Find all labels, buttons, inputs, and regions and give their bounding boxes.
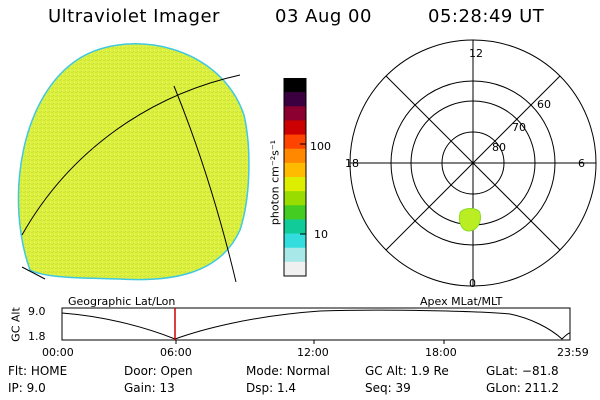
time-label: 05:28:49 UT [428,6,545,27]
info-ip-label: IP: [8,381,23,395]
altitude-ytick-high: 9.0 [28,305,46,318]
info-door-label: Door: [124,364,157,378]
colorbar-tick-100: 100 [310,140,331,153]
xtick-1200: 12:00 [297,346,329,359]
colorbar-tick-10: 10 [314,228,328,241]
lat-label-70: 70 [512,121,526,134]
colorbar-cell [284,120,306,136]
mlt-label-6: 6 [578,157,585,170]
colorbar-cell [284,92,306,107]
mlt-label-0: 0 [469,277,476,290]
info-glon-value: 211.2 [524,381,559,395]
info-ip: IP: 9.0 [8,381,46,395]
apex-title: Apex MLat/MLT [420,295,503,308]
xtick-0600: 06:00 [160,346,192,359]
info-ip-value: 9.0 [26,381,46,395]
info-seq-label: Seq: [365,381,392,395]
info-glat-label: GLat: [486,364,519,378]
info-glat: GLat: −81.8 [486,364,559,378]
colorbar-cell [284,205,306,220]
info-glon: GLon: 211.2 [486,381,559,395]
info-dsp-label: Dsp: [246,381,274,395]
colorbar-cell [284,219,306,235]
colorbar-cell [284,191,306,206]
date-label: 03 Aug 00 [275,6,372,27]
info-gc-alt: GC Alt: 1.9 Re [365,364,449,378]
info-dsp-value: 1.4 [276,381,297,395]
auroral-blob [458,208,481,232]
geographic-title: Geographic Lat/Lon [68,295,176,308]
altitude-curve [61,309,571,340]
info-gc-alt-value: 1.9 Re [410,364,449,378]
info-door-value: Open [160,364,193,378]
latitude-line [21,74,241,236]
colorbar-cell [284,162,306,178]
mlt-label-18: 18 [345,157,359,170]
image-disk [17,43,250,281]
info-flight-value: HOME [30,364,68,378]
info-seq-value: 39 [395,381,411,395]
lat-label-80: 80 [492,141,506,154]
xtick-1800: 18:00 [425,346,457,359]
latitude-line-2 [21,266,46,280]
colorbar-cell [284,78,306,93]
colorbar-cell [284,261,306,277]
colorbar [283,78,307,277]
info-dsp: Dsp: 1.4 [246,381,296,395]
info-seq: Seq: 39 [365,381,411,395]
info-gc-alt-label: GC Alt: [365,364,407,378]
info-mode: Mode: Normal [246,364,330,378]
lat-label-60: 60 [537,98,551,111]
colorbar-cell [284,247,306,263]
info-gain: Gain: 13 [124,381,175,395]
mlt-label-12: 12 [469,47,483,60]
info-flight: Flt: HOME [8,364,67,378]
info-mode-label: Mode: [246,364,283,378]
colorbar-cell [284,134,306,150]
info-gain-value: 13 [159,381,175,395]
info-glat-value: −81.8 [521,364,559,378]
info-flight-label: Flt: [8,364,27,378]
colorbar-cell [284,106,306,121]
altitude-ytick-low: 1.8 [28,330,46,343]
info-gain-label: Gain: [124,381,156,395]
app-title: Ultraviolet Imager [48,6,220,27]
info-door: Door: Open [124,364,193,378]
info-glon-label: GLon: [486,381,521,395]
longitude-line [173,85,237,283]
info-mode-value: Normal [286,364,330,378]
polar-plot [349,39,597,287]
xtick-2359: 23:59 [557,346,589,359]
colorbar-cell [284,148,306,164]
xtick-0000: 00:00 [42,346,74,359]
colorbar-cell [284,177,306,192]
colorbar-cell [284,233,306,249]
